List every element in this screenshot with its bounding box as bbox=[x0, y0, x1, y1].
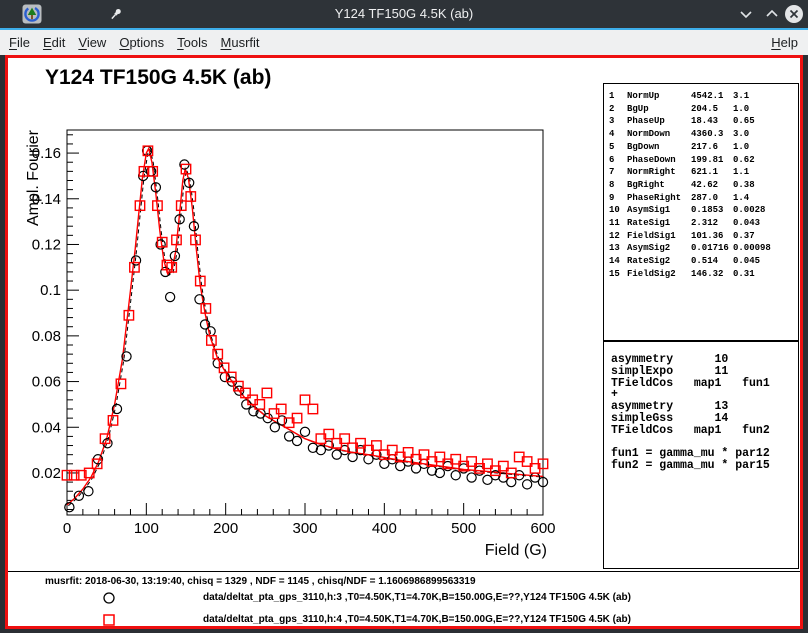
svg-text:100: 100 bbox=[134, 520, 159, 537]
param-row-PhaseRight: 9 PhaseRight 287.0 1.4 bbox=[609, 192, 750, 203]
param-row-PhaseUp: 3 PhaseUp 18.43 0.65 bbox=[609, 116, 755, 127]
menu-bar-items: File Edit View Options Tools Musrfit bbox=[0, 35, 260, 50]
theory-text: asymmetry 10 simplExpo 11 TFieldCos map1… bbox=[611, 353, 770, 473]
svg-text:0.02: 0.02 bbox=[32, 465, 61, 482]
svg-text:Field (G): Field (G) bbox=[485, 542, 547, 559]
svg-text:400: 400 bbox=[372, 520, 397, 537]
pin-icon[interactable] bbox=[108, 6, 124, 22]
menu-item-musrfit[interactable]: Musrfit bbox=[220, 35, 260, 50]
fit-parameter-box: 1 NormUp 4542.1 3.1 2 BgUp 204.5 1.0 3 PhaseUp 18.… bbox=[603, 83, 799, 341]
param-row-AsymSig1: 10 AsymSig1 0.1853 0.0028 bbox=[609, 205, 766, 216]
svg-text:0.1: 0.1 bbox=[40, 282, 61, 299]
param-row-BgRight: 8 BgRight 42.62 0.38 bbox=[609, 179, 755, 190]
param-row-RateSig1: 11 RateSig1 2.312 0.043 bbox=[609, 218, 761, 229]
fit-curve-h4 bbox=[66, 146, 544, 506]
param-row-NormDown: 4 NormDown 4360.3 3.0 bbox=[609, 129, 750, 140]
legend-separator-line bbox=[8, 571, 800, 572]
legend-entry-1: data/deltat_pta_gps_3110,h:3 ,T0=4.50K,T… bbox=[8, 588, 800, 608]
svg-text:0.08: 0.08 bbox=[32, 328, 61, 345]
svg-text:0.14: 0.14 bbox=[32, 191, 61, 208]
svg-text:0.16: 0.16 bbox=[32, 145, 61, 162]
legend-square-marker bbox=[101, 612, 117, 633]
active-window-accent-line bbox=[0, 28, 808, 30]
param-row-PhaseDown: 6 PhaseDown 199.81 0.62 bbox=[609, 154, 755, 165]
param-row-NormRight: 7 NormRight 621.1 1.1 bbox=[609, 167, 750, 178]
root-app-icon bbox=[22, 4, 42, 24]
menu-item-tools[interactable]: Tools bbox=[177, 35, 208, 50]
fit-status-line: musrfit: 2018-06-30, 13:19:40, chisq = 1… bbox=[45, 576, 476, 587]
legend-circle-marker bbox=[101, 590, 117, 611]
param-row-BgUp: 2 BgUp 204.5 1.0 bbox=[609, 103, 750, 114]
close-button[interactable] bbox=[784, 4, 804, 24]
legend-entry-2: data/deltat_pta_gps_3110,h:4 ,T0=4.50K,T… bbox=[8, 610, 800, 630]
svg-text:300: 300 bbox=[292, 520, 317, 537]
menu-item-options[interactable]: Options bbox=[119, 35, 165, 50]
maximize-button[interactable] bbox=[762, 4, 782, 24]
theory-box: asymmetry 10 simplExpo 11 TFieldCos map1… bbox=[603, 341, 799, 569]
fourier-plot[interactable]: 0 100 200 300 400 500 600 Field (G) 0.02 0.04 0.06… bbox=[8, 58, 800, 626]
svg-text:500: 500 bbox=[451, 520, 476, 537]
menu-item-view[interactable]: View bbox=[78, 35, 107, 50]
plot-title: Y124 TF150G 4.5K (ab) bbox=[45, 66, 272, 89]
svg-text:600: 600 bbox=[530, 520, 555, 537]
menu-bar-help: Help bbox=[771, 35, 808, 50]
param-row-RateSig2: 14 RateSig2 0.514 0.045 bbox=[609, 256, 761, 267]
param-row-FieldSig1: 12 FieldSig1 101.36 0.37 bbox=[609, 230, 755, 241]
window-title: Y124 TF150G 4.5K (ab) bbox=[334, 6, 474, 21]
legend-label: data/deltat_pta_gps_3110,h:4 ,T0=4.50K,T… bbox=[203, 614, 631, 625]
svg-text:Ampl. Fourier: Ampl. Fourier bbox=[25, 129, 42, 226]
param-row-FieldSig2: 15 FieldSig2 146.32 0.31 bbox=[609, 268, 755, 279]
menu-item-edit[interactable]: Edit bbox=[42, 35, 66, 50]
param-row-NormUp: 1 NormUp 4542.1 3.1 bbox=[609, 91, 750, 101]
param-row-BgDown: 5 BgDown 217.6 1.0 bbox=[609, 141, 750, 152]
menu-item-help[interactable]: Help bbox=[771, 35, 798, 50]
svg-text:0.12: 0.12 bbox=[32, 236, 61, 253]
menu-item-file[interactable]: File bbox=[9, 35, 30, 50]
menu-bar: File Edit View Options Tools Musrfit Help bbox=[0, 30, 808, 55]
root-canvas[interactable]: 0 100 200 300 400 500 600 Field (G) 0.02 0.04 0.06… bbox=[5, 55, 803, 629]
x-axis: 0 100 200 300 400 500 600 Field (G) bbox=[63, 503, 556, 559]
title-bar: Y124 TF150G 4.5K (ab) bbox=[0, 0, 808, 28]
minimize-button[interactable] bbox=[736, 4, 756, 24]
svg-text:200: 200 bbox=[213, 520, 238, 537]
data-markers-h4 bbox=[61, 145, 549, 481]
svg-text:0: 0 bbox=[63, 520, 71, 537]
param-row-AsymSig2: 13 AsymSig2 0.01716 0.00098 bbox=[609, 243, 771, 254]
legend-label: data/deltat_pta_gps_3110,h:3 ,T0=4.50K,T… bbox=[203, 592, 631, 603]
svg-text:0.04: 0.04 bbox=[32, 419, 61, 436]
svg-text:0.06: 0.06 bbox=[32, 374, 61, 391]
